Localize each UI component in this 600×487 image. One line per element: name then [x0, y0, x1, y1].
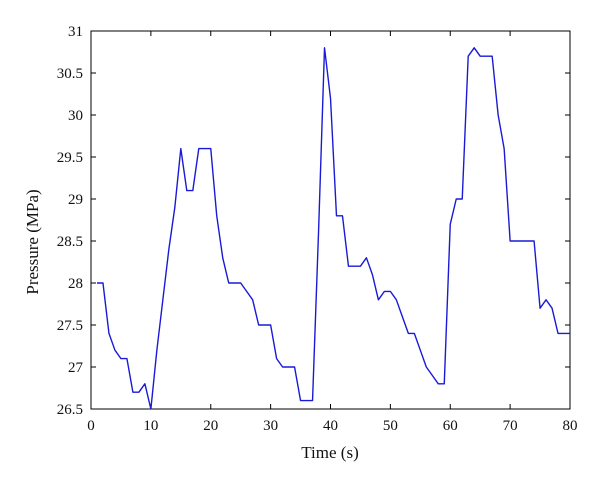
x-tick-label: 70: [503, 418, 518, 434]
x-tick-label: 0: [87, 418, 95, 434]
x-tick-label: 60: [443, 418, 458, 434]
y-tick-label: 31: [68, 24, 83, 40]
x-tick-label: 40: [323, 418, 338, 434]
x-tick-label: 20: [203, 418, 218, 434]
y-tick-label: 28.5: [57, 234, 83, 250]
series-line-0: [96, 47, 570, 410]
y-tick-label: 29.5: [57, 150, 83, 166]
y-tick-label: 29: [68, 192, 83, 208]
y-tick-label: 30: [68, 108, 83, 124]
y-tick-label: 30.5: [57, 66, 83, 82]
y-tick-label: 27: [68, 360, 84, 376]
x-tick-label: 80: [563, 418, 578, 434]
x-tick-label: 10: [143, 418, 158, 434]
y-tick-label: 28: [68, 276, 83, 292]
y-tick-label: 26.5: [57, 402, 83, 418]
plot-frame: [90, 30, 571, 410]
y-axis-label: Pressure (MPa): [23, 189, 42, 294]
x-tick-label: 50: [383, 418, 398, 434]
y-tick-label: 27.5: [57, 318, 83, 334]
x-tick-label: 30: [263, 418, 278, 434]
x-axis-label: Time (s): [301, 443, 358, 462]
